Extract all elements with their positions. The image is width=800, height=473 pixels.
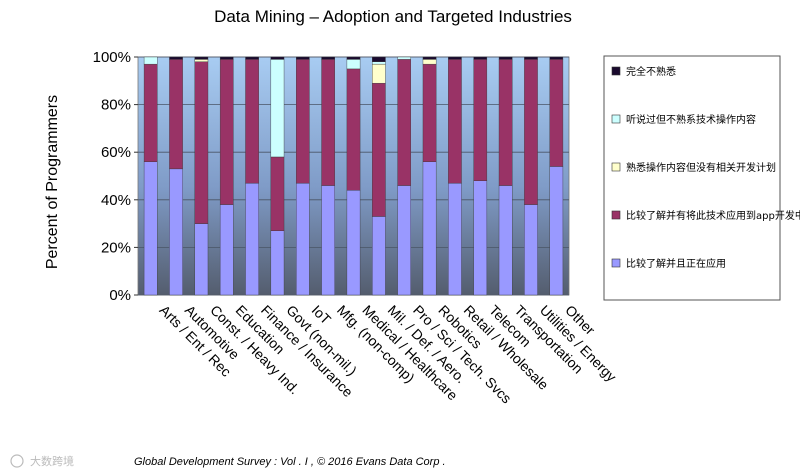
bar-segment (143, 56, 158, 65)
legend: 完全不熟悉听说过但不熟系技术操作内容熟悉操作内容但没有相关开发计划比较了解并有将… (611, 65, 800, 270)
bar-segment (245, 182, 259, 296)
bar-segment (194, 59, 209, 62)
bar-segment (473, 180, 488, 296)
footer-text: Global Development Survey : Vol . I , © … (134, 456, 446, 468)
y-tick-label: 40% (101, 192, 131, 209)
chart-title: Data Mining – Adoption and Targeted Indu… (214, 7, 572, 26)
bar-segment (448, 182, 462, 296)
bar-segment (549, 56, 564, 60)
bar-segment (219, 204, 234, 296)
bar-segment (270, 59, 285, 158)
bar-segment (524, 204, 538, 296)
bar-segment (169, 59, 183, 170)
bar-segment (448, 59, 462, 184)
bar-segment (473, 56, 488, 60)
bar-segment (397, 185, 411, 296)
legend-swatch (611, 258, 621, 268)
legend-swatch (611, 162, 621, 172)
bar-segment (270, 56, 285, 60)
bar-segment (296, 59, 310, 184)
bar-segment (321, 56, 335, 60)
bar-segment (372, 216, 386, 296)
watermark: 大数跨境 (10, 454, 74, 468)
bar-segment (270, 230, 285, 296)
bar-segment (194, 61, 209, 224)
legend-entry: 比较了解并有将此技术应用到app开发中的计划 (626, 209, 800, 222)
legend-entry: 听说过但不熟系技术操作内容 (626, 113, 756, 126)
bar-segment (143, 161, 158, 296)
bar-segment (498, 59, 513, 186)
legend-entry: 熟悉操作内容但没有相关开发计划 (626, 161, 776, 174)
bar-segment (422, 161, 437, 296)
bar-segment (549, 166, 564, 296)
bar-segment (372, 82, 386, 217)
y-tick-label: 100% (93, 49, 131, 66)
bar-segment (524, 59, 538, 205)
bar-segment (498, 56, 513, 60)
bar-segment (346, 56, 361, 60)
bars (143, 56, 564, 296)
bar-segment (245, 56, 259, 60)
bar-segment (422, 63, 437, 162)
bar-segment (169, 168, 183, 296)
bar-segment (194, 223, 209, 296)
bar-segment (422, 56, 437, 60)
bar-segment (296, 56, 310, 60)
bar-segment (270, 156, 285, 231)
bar-segment (372, 56, 386, 62)
legend-entry: 比较了解并且正在应用 (626, 257, 726, 270)
bar-segment (296, 182, 310, 296)
bar-segment (372, 63, 386, 84)
legend-box (603, 55, 781, 301)
y-axis-label: Percent of Programmers (44, 95, 61, 269)
bar-segment (321, 185, 335, 296)
bar-segment (498, 185, 513, 296)
watermark-text: 大数跨境 (30, 454, 74, 468)
bar-segment (524, 56, 538, 60)
bar-segment (143, 63, 158, 162)
bar-segment (397, 56, 411, 60)
bar-segment (346, 190, 361, 296)
y-tick-label: 60% (101, 144, 131, 161)
watermark-logo-icon (10, 454, 24, 468)
legend-entry: 完全不熟悉 (626, 65, 676, 78)
bar-segment (397, 59, 411, 186)
legend-swatch (611, 66, 621, 76)
bar-segment (219, 56, 234, 60)
bar-segment (321, 59, 335, 186)
bar-segment (346, 68, 361, 191)
y-tick-label: 0% (109, 287, 131, 304)
bar-segment (245, 59, 259, 184)
y-tick-label: 80% (101, 97, 131, 114)
legend-swatch (611, 210, 621, 220)
y-tick-label: 20% (101, 239, 131, 256)
legend-swatch (611, 114, 621, 124)
bar-segment (194, 56, 209, 60)
bar-segment (346, 59, 361, 70)
y-axis-ticks: 0% 20% 40% 60% 80% 100% (93, 49, 138, 304)
bar-segment (549, 59, 564, 167)
bar-segment (448, 56, 462, 60)
bar-segment (422, 59, 437, 65)
bar-segment (219, 59, 234, 205)
bar-segment (473, 59, 488, 181)
bar-segment (169, 56, 183, 60)
bar-segment (372, 61, 386, 65)
